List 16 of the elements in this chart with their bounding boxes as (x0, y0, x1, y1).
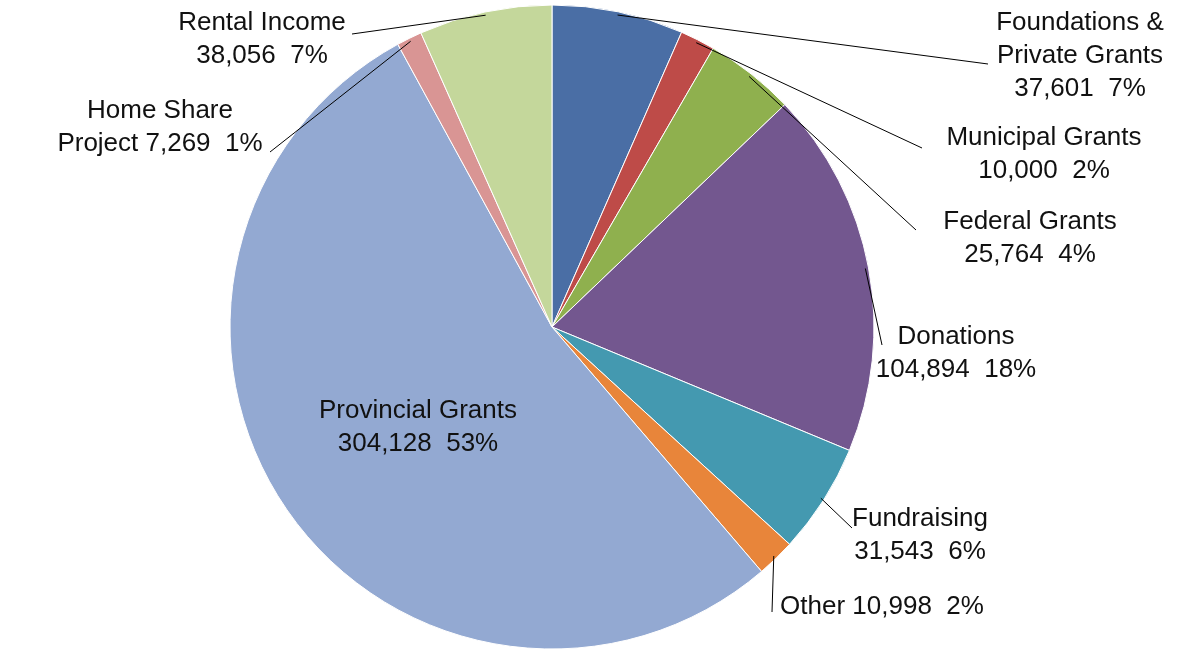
slice-label: Municipal Grants (946, 121, 1142, 151)
data-label: 104,894 18% (875, 353, 1037, 383)
slice-label: Donations (897, 320, 1015, 350)
data-label: 38,056 7% (196, 39, 328, 69)
slice-label: Rental Income (178, 6, 346, 36)
data-label: 31,543 6% (854, 535, 986, 565)
data-label: 25,764 4% (964, 238, 1096, 268)
data-label: 304,128 53% (337, 427, 499, 457)
slice-label: Home Share Project 7,269 1% (57, 94, 263, 157)
slice-label: Other 10,998 2% (780, 590, 984, 620)
slice-label: Provincial Grants (319, 394, 517, 424)
data-label: 37,601 7% (1014, 72, 1146, 102)
slice-label: Foundations & Private Grants (996, 6, 1164, 69)
data-label: 10,000 2% (978, 154, 1110, 184)
slice-label: Federal Grants (943, 205, 1117, 235)
slice-label: Fundraising (852, 502, 988, 532)
